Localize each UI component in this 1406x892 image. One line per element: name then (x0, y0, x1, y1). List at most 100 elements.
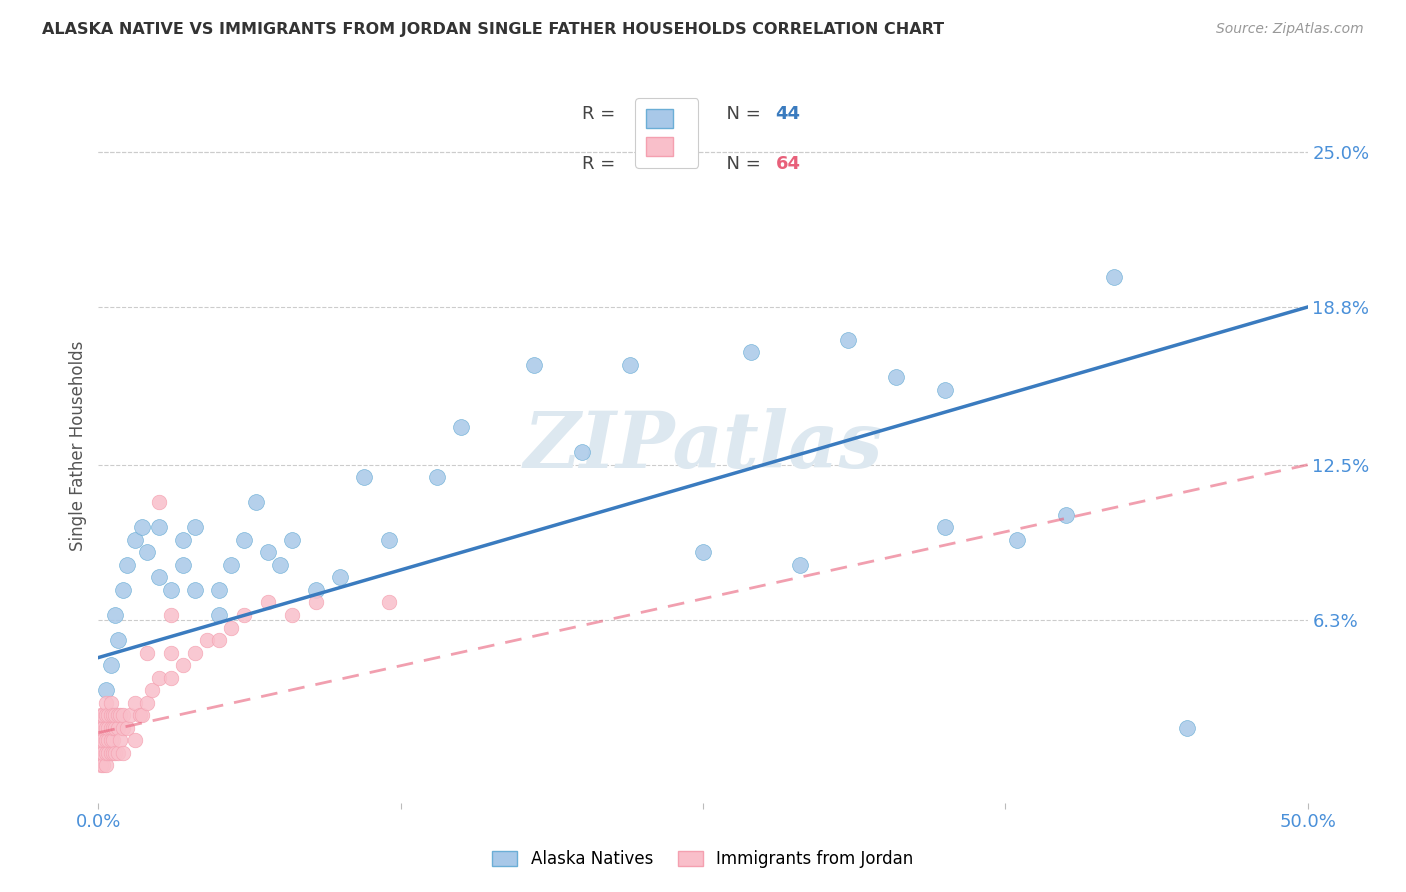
Point (101, 733, 124, 747)
Point (90, 708, 112, 723)
Point (111, 582, 134, 597)
Point (94, 746, 117, 760)
Point (221, 558, 243, 572)
Point (172, 533, 194, 547)
Point (100, 658, 122, 673)
Point (281, 607, 304, 622)
Y-axis label: Single Father Households: Single Father Households (69, 341, 87, 551)
Point (377, 595, 399, 609)
Point (1007, 533, 1029, 547)
Point (571, 445, 593, 459)
Point (117, 558, 139, 572)
Point (91, 758, 114, 772)
Point (426, 470, 449, 484)
Point (131, 708, 153, 723)
Text: 0.180: 0.180 (643, 155, 700, 173)
Point (104, 721, 127, 735)
Point (94, 721, 117, 735)
Point (111, 746, 134, 760)
Point (90, 746, 112, 760)
Point (232, 607, 254, 622)
Point (100, 746, 122, 760)
Point (148, 570, 170, 584)
Point (101, 721, 124, 735)
Point (90, 721, 112, 735)
Point (740, 345, 762, 359)
Point (135, 646, 157, 660)
Point (450, 420, 472, 434)
Point (184, 520, 207, 534)
Point (135, 545, 157, 559)
Point (256, 595, 278, 609)
Point (124, 696, 146, 710)
Text: Source: ZipAtlas.com: Source: ZipAtlas.com (1216, 22, 1364, 37)
Point (94, 758, 117, 772)
Point (101, 746, 124, 760)
Point (789, 558, 811, 572)
Point (692, 545, 714, 559)
Point (100, 708, 122, 723)
Point (108, 733, 131, 747)
Point (104, 708, 127, 723)
Point (104, 607, 127, 622)
Text: ZIPatlas: ZIPatlas (523, 408, 883, 484)
Point (160, 671, 183, 685)
Point (353, 470, 375, 484)
Point (148, 520, 170, 534)
Point (107, 633, 129, 648)
Point (111, 721, 134, 735)
Point (1175, 721, 1198, 735)
Point (97, 746, 120, 760)
Point (91, 733, 114, 747)
Point (107, 708, 129, 723)
Point (281, 533, 304, 547)
Point (184, 646, 207, 660)
Point (107, 721, 129, 735)
Point (1054, 508, 1077, 522)
Text: 64: 64 (776, 155, 800, 173)
Point (100, 733, 122, 747)
Point (108, 708, 131, 723)
Point (94, 696, 117, 710)
Point (148, 495, 170, 509)
Point (131, 520, 153, 534)
Text: R =: R = (582, 155, 621, 173)
Legend: Alaska Natives, Immigrants from Jordan: Alaska Natives, Immigrants from Jordan (485, 844, 921, 875)
Point (111, 708, 134, 723)
Point (94, 733, 117, 747)
Point (118, 708, 141, 723)
Point (124, 533, 146, 547)
Point (195, 633, 218, 648)
Point (94, 683, 117, 698)
Point (90, 758, 112, 772)
Point (97, 708, 120, 723)
Point (91, 746, 114, 760)
Point (160, 646, 183, 660)
Point (91, 708, 114, 723)
Point (100, 721, 122, 735)
Point (97, 721, 120, 735)
Point (135, 696, 157, 710)
Text: 0.496: 0.496 (643, 105, 699, 123)
Point (269, 558, 291, 572)
Point (94, 708, 117, 723)
Point (256, 545, 278, 559)
Point (837, 333, 859, 347)
Point (208, 633, 231, 648)
Point (124, 733, 146, 747)
Text: 44: 44 (776, 105, 800, 123)
Point (184, 582, 207, 597)
Point (128, 708, 150, 723)
Point (97, 733, 120, 747)
Point (172, 658, 194, 673)
Point (172, 558, 194, 572)
Point (91, 721, 114, 735)
Legend: , : , (636, 98, 699, 168)
Point (329, 570, 352, 584)
Point (221, 621, 243, 635)
Text: N =: N = (716, 155, 766, 173)
Point (107, 746, 129, 760)
Point (245, 495, 267, 509)
Point (232, 533, 254, 547)
Text: R =: R = (582, 105, 621, 123)
